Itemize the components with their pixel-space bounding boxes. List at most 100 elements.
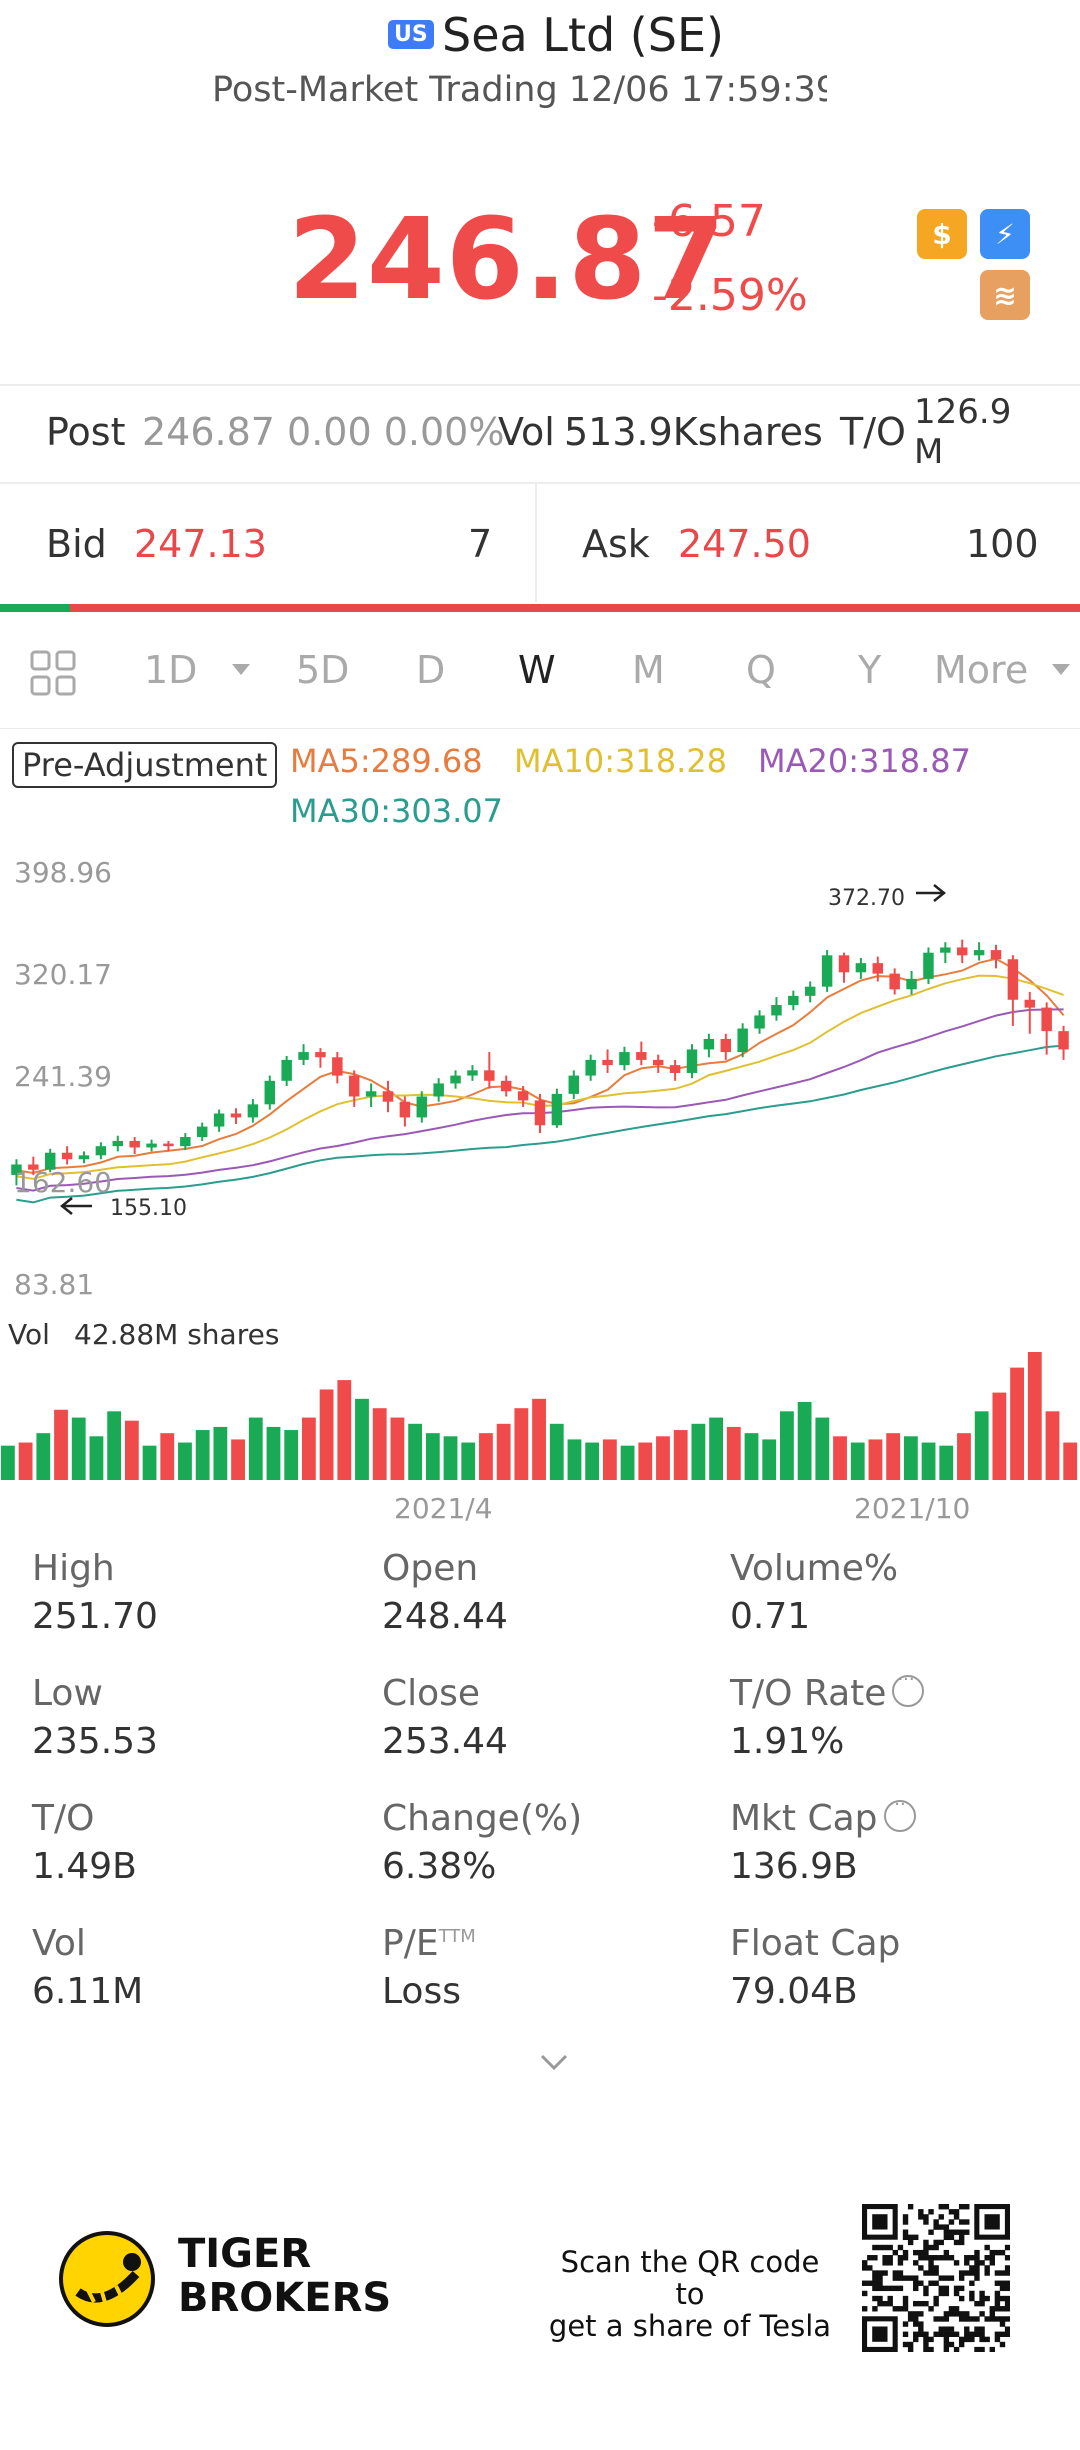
- qr-module: [969, 2316, 975, 2322]
- market-status: Post-Market Trading 12/06 17:59:39 E:: [212, 70, 827, 110]
- qr-module: [989, 2316, 995, 2322]
- expand-chevron-icon[interactable]: [538, 2052, 570, 2076]
- qr-module: [958, 2239, 965, 2246]
- qr-module: [1004, 2270, 1010, 2276]
- qr-module: [1004, 2265, 1010, 2271]
- ask-price: 247.50: [678, 522, 811, 566]
- qr-module: [928, 2244, 934, 2251]
- candle-body: [348, 1075, 360, 1097]
- qr-module: [964, 2260, 970, 2266]
- qr-module: [989, 2311, 995, 2317]
- qr-module: [974, 2249, 980, 2256]
- layout-grid-icon[interactable]: [30, 650, 76, 700]
- qr-module: [974, 2331, 980, 2337]
- qr-module: [958, 2316, 965, 2322]
- volume-value: 42.88M shares: [74, 1318, 280, 1351]
- qr-module: [974, 2260, 980, 2266]
- lightning-badge-icon[interactable]: ⚡: [980, 209, 1030, 259]
- qr-module: [928, 2209, 934, 2215]
- qr-module: [1004, 2306, 1010, 2312]
- volume-bar: [71, 1417, 86, 1480]
- qr-module: [928, 2260, 934, 2266]
- qr-module: [958, 2234, 965, 2241]
- tab-more[interactable]: More: [934, 648, 1029, 692]
- info-icon[interactable]: [892, 1669, 925, 1707]
- volume-bar: [549, 1423, 564, 1480]
- qr-module: [933, 2265, 939, 2271]
- post-to-label: T/O: [840, 410, 906, 454]
- bid-label: Bid: [46, 522, 107, 566]
- tab-y[interactable]: Y: [858, 648, 882, 692]
- stat-label-superscript: TTM: [438, 1926, 476, 1947]
- qr-module: [979, 2326, 985, 2332]
- tab-m[interactable]: M: [632, 648, 665, 692]
- qr-module: [907, 2234, 914, 2241]
- qr-module: [902, 2249, 909, 2256]
- chevron-down-icon[interactable]: [1052, 664, 1070, 675]
- qr-code[interactable]: [862, 2204, 1010, 2352]
- qr-module: [897, 2275, 904, 2281]
- volume-bar: [726, 1426, 741, 1480]
- chevron-down-icon[interactable]: [232, 664, 250, 675]
- qr-module: [882, 2300, 888, 2307]
- candle-body: [872, 963, 884, 974]
- tab-w[interactable]: W: [518, 648, 556, 692]
- candle-body: [652, 1059, 664, 1066]
- tab-d[interactable]: D: [416, 648, 446, 692]
- candle-body: [78, 1155, 90, 1160]
- volume-bar: [868, 1439, 883, 1480]
- qr-module: [989, 2260, 995, 2266]
- candle-body: [619, 1052, 630, 1066]
- qr-module: [928, 2280, 934, 2286]
- qr-module: [918, 2280, 924, 2286]
- qr-module: [872, 2295, 878, 2302]
- qr-module: [943, 2331, 950, 2337]
- tab-1d[interactable]: 1D: [144, 648, 198, 692]
- stat-label: Float Cap: [730, 1923, 901, 1964]
- qr-module: [913, 2331, 919, 2337]
- qr-module: [994, 2300, 1001, 2307]
- price-chart[interactable]: [0, 840, 1080, 1500]
- qr-module: [938, 2331, 944, 2337]
- qr-module: [923, 2285, 929, 2292]
- qr-module: [933, 2239, 939, 2246]
- y-tick-label: 320.17: [14, 958, 112, 991]
- qr-module: [958, 2229, 965, 2235]
- info-icon[interactable]: [883, 1794, 916, 1832]
- dollar-badge-icon[interactable]: $: [917, 209, 967, 259]
- qr-module: [897, 2285, 904, 2292]
- brand-name: TIGER BROKERS: [178, 2232, 391, 2320]
- qr-module: [867, 2255, 873, 2261]
- candle-body: [230, 1113, 242, 1118]
- volume-bar: [992, 1392, 1007, 1480]
- qr-module: [918, 2265, 924, 2271]
- qr-module: [938, 2214, 944, 2220]
- qr-module: [923, 2249, 929, 2256]
- candle-body: [771, 1004, 782, 1016]
- ask-label: Ask: [582, 522, 650, 566]
- qr-module: [913, 2316, 919, 2322]
- tab-q[interactable]: Q: [746, 648, 776, 692]
- qr-module: [907, 2341, 914, 2348]
- qr-module: [923, 2336, 929, 2343]
- layers-badge-icon[interactable]: ≋: [980, 270, 1030, 320]
- volume-bar: [656, 1436, 670, 1480]
- qr-module: [979, 2311, 985, 2317]
- qr-module: [913, 2280, 919, 2286]
- candle-body: [1041, 1007, 1052, 1032]
- qr-module: [928, 2255, 934, 2261]
- volume-bar: [231, 1439, 245, 1480]
- qr-module: [923, 2255, 929, 2261]
- qr-module: [948, 2229, 955, 2235]
- qr-module: [1004, 2255, 1010, 2261]
- volume-bar: [266, 1426, 281, 1480]
- qr-module: [887, 2295, 893, 2302]
- volume-bar: [54, 1409, 68, 1480]
- candle-body: [95, 1146, 107, 1156]
- qr-module: [994, 2295, 1001, 2302]
- volume-bar: [107, 1411, 122, 1480]
- divider: [0, 384, 1080, 386]
- stat-value: 79.04B: [730, 1971, 858, 2012]
- pre-adjustment-button[interactable]: Pre-Adjustment: [12, 742, 278, 788]
- tab-5d[interactable]: 5D: [296, 648, 350, 692]
